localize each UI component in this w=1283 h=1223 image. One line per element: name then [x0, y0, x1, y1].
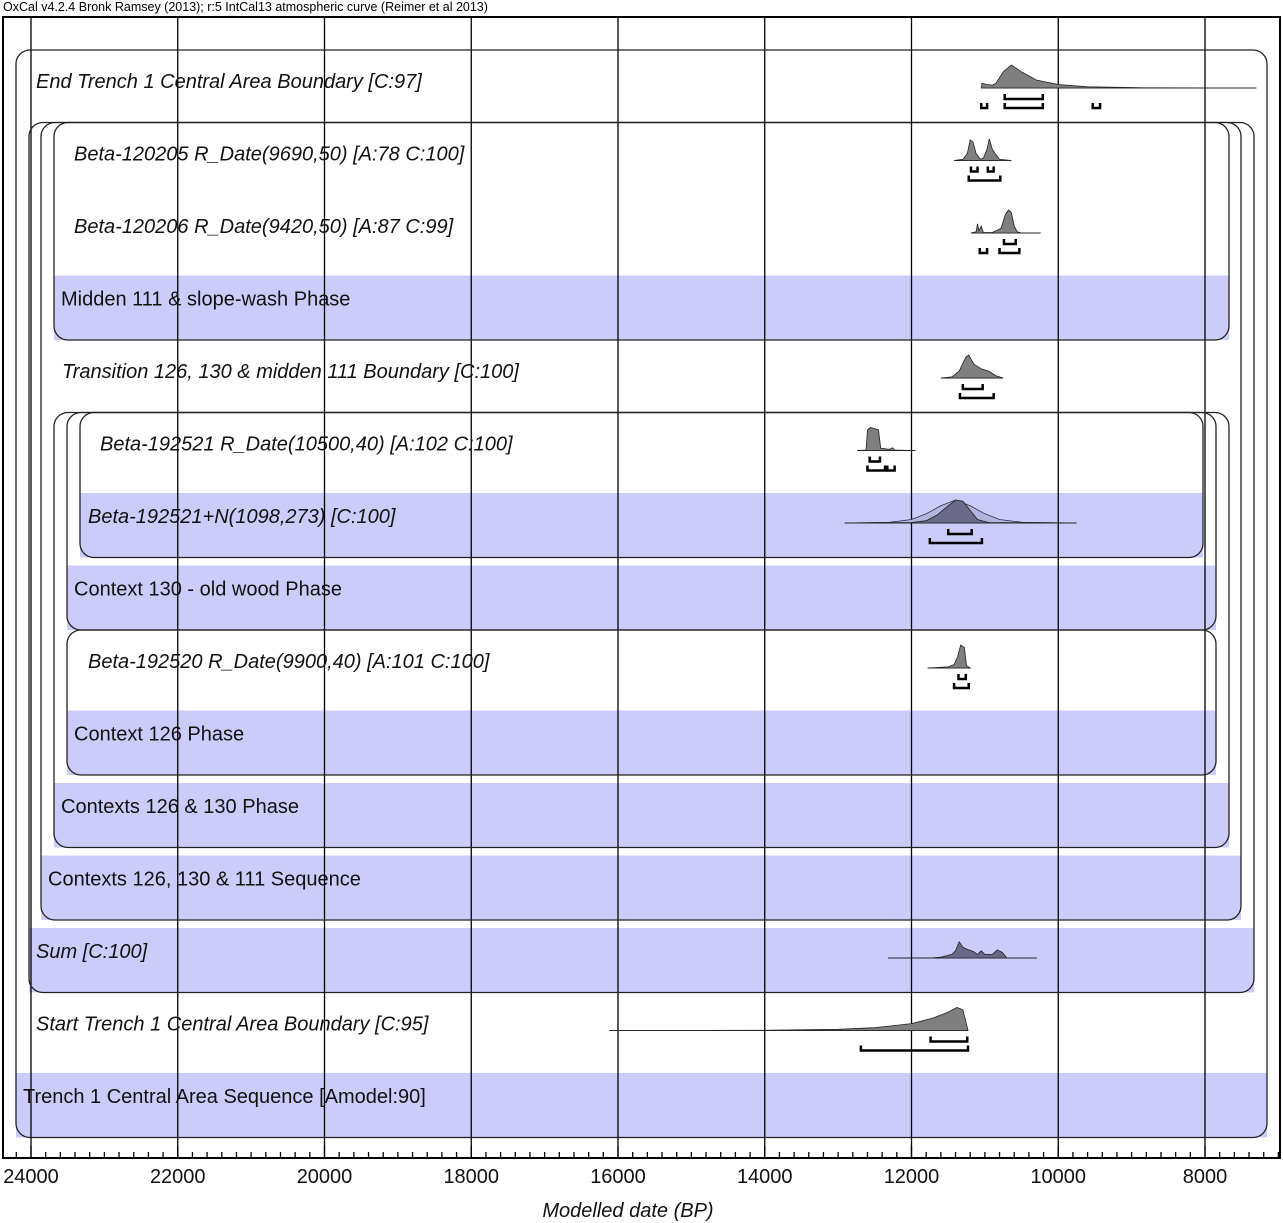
- row-label: Transition 126, 130 & midden 111 Boundar…: [62, 361, 519, 383]
- posterior-distribution: [844, 499, 1077, 524]
- range-68: [929, 1036, 969, 1043]
- posterior-distribution: [954, 138, 1012, 161]
- tick-label: 16000: [590, 1166, 646, 1188]
- range-95: [958, 393, 995, 400]
- row-label: Trench 1 Central Area Sequence [Amodel:9…: [23, 1086, 426, 1108]
- range-95: [866, 465, 887, 472]
- tick-label: 18000: [443, 1166, 499, 1188]
- range-68: [961, 384, 984, 391]
- shaded-band: [67, 710, 1216, 775]
- row-label: Beta-120205 R_Date(9690,50) [A:78 C:100]: [74, 144, 465, 166]
- posterior-distribution: [857, 427, 916, 451]
- sum-distribution: [887, 940, 1037, 959]
- tick-label: 8000: [1183, 1166, 1228, 1188]
- tick-label: 10000: [1030, 1166, 1086, 1188]
- row-label: Contexts 126, 130 & 111 Sequence: [48, 869, 361, 891]
- shaded-band: [80, 493, 1203, 558]
- range-95: [1003, 103, 1045, 110]
- shaded-band: [54, 275, 1229, 340]
- range-68: [986, 166, 995, 173]
- posterior-distribution: [609, 1007, 969, 1031]
- group-box: [79, 411, 1204, 559]
- range-95: [998, 248, 1021, 255]
- posterior-distribution: [970, 209, 1041, 234]
- row-label: Beta-192521+N(1098,273) [C:100]: [88, 506, 396, 528]
- range-95: [1091, 103, 1102, 110]
- posterior-distribution: [927, 644, 972, 669]
- range-68: [957, 674, 968, 681]
- range-68: [868, 456, 882, 463]
- posterior-distribution: [940, 354, 1004, 379]
- range-68: [969, 166, 979, 173]
- range-95: [979, 103, 989, 110]
- tick-label: 22000: [150, 1166, 206, 1188]
- row-label: Beta-192520 R_Date(9900,40) [A:101 C:100…: [88, 651, 490, 673]
- row-label: Context 130 - old wood Phase: [74, 579, 342, 601]
- range-95: [886, 465, 896, 472]
- row-label: Beta-192521 R_Date(10500,40) [A:102 C:10…: [100, 434, 513, 456]
- group-box: [66, 629, 1217, 776]
- range-95: [859, 1045, 970, 1052]
- row-label: Beta-120206 R_Date(9420,50) [A:87 C:99]: [74, 216, 454, 238]
- tick-label: 24000: [3, 1166, 59, 1188]
- plot-frame: [2, 16, 1281, 1159]
- row-label: Midden 111 & slope-wash Phase: [61, 289, 350, 311]
- shaded-band: [41, 855, 1241, 920]
- row-label: End Trench 1 Central Area Boundary [C:97…: [36, 71, 422, 93]
- tick-label: 20000: [297, 1166, 353, 1188]
- row-label: Sum [C:100]: [36, 941, 148, 963]
- row-label: Start Trench 1 Central Area Boundary [C:…: [36, 1014, 429, 1036]
- group-box: [53, 121, 1230, 341]
- tick-label: 14000: [737, 1166, 793, 1188]
- range-68: [1002, 239, 1017, 246]
- range-68: [1003, 94, 1045, 101]
- range-95: [928, 538, 984, 545]
- shaded-band: [54, 783, 1229, 848]
- range-95: [967, 175, 1002, 182]
- x-axis-label: Modelled date (BP): [542, 1200, 713, 1222]
- row-label: Context 126 Phase: [74, 724, 244, 746]
- group-box: [15, 49, 1268, 1139]
- tick-label: 12000: [884, 1166, 940, 1188]
- range-95: [952, 683, 970, 690]
- posterior-distribution: [980, 64, 1257, 89]
- shaded-band: [29, 928, 1254, 993]
- range-95: [978, 248, 989, 255]
- header-caption: OxCal v4.2.4 Bronk Ramsey (2013); r:5 In…: [3, 0, 488, 14]
- range-68: [946, 529, 973, 536]
- row-label: Contexts 126 & 130 Phase: [61, 796, 299, 818]
- shaded-band: [67, 565, 1216, 630]
